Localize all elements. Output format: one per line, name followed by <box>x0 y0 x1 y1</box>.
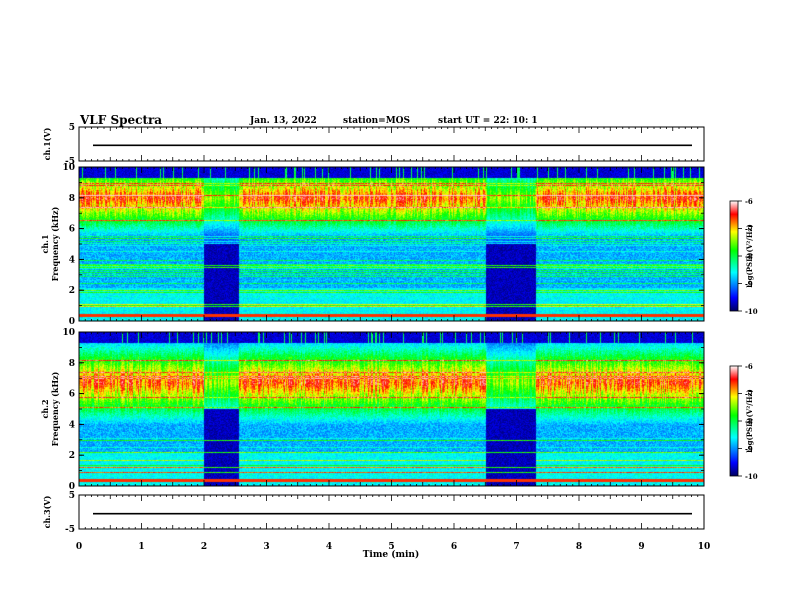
ch1-colorbar-label: log(PSD)(V²/Hz) <box>745 224 754 288</box>
colorbar-tick-label: -8 <box>745 417 753 426</box>
y-tick-label: 8 <box>69 359 75 369</box>
ch1-spectrogram-ylabel-channel: ch.1 <box>40 234 50 253</box>
colorbar-tick-label: -8 <box>745 252 753 261</box>
y-tick-label: 4 <box>69 420 75 430</box>
colorbar-tick-label: -7 <box>745 390 753 399</box>
y-tick-label: 8 <box>69 194 75 204</box>
start-time-label: start UT = 22: 10: 1 <box>438 116 538 126</box>
ch1-colorbar <box>729 200 739 312</box>
figure-title: VLF Spectra <box>79 113 162 127</box>
ch2-colorbar-label: log(PSD)(V²/Hz) <box>745 389 754 453</box>
colorbar-tick-label: -10 <box>745 472 758 481</box>
y-tick-label: -5 <box>65 157 75 167</box>
y-tick-label: 10 <box>62 328 75 338</box>
x-tick-label: 5 <box>388 542 394 552</box>
ch2-spectrogram-ylabel-frequency: Frequency (kHz) <box>50 371 60 446</box>
x-tick-label: 1 <box>138 542 144 552</box>
y-tick-label: 10 <box>62 163 75 173</box>
x-tick-label: 4 <box>326 542 332 552</box>
ch1-spectrogram-ylabel-frequency: Frequency (kHz) <box>50 206 60 281</box>
date-label: Jan. 13, 2022 <box>249 116 317 126</box>
ch1-voltage-ylabel: ch.1(V) <box>42 127 52 160</box>
y-tick-label: -5 <box>65 525 75 535</box>
colorbar-tick-label: -6 <box>745 197 753 206</box>
y-tick-label: 5 <box>69 123 75 133</box>
colorbar-tick-label: -9 <box>745 445 753 454</box>
ch1-spectrogram-image <box>79 167 704 321</box>
ch2-spectrogram-image <box>79 332 704 486</box>
colorbar-tick-label: -10 <box>745 307 758 316</box>
ch2-spectrogram-panel <box>78 331 705 487</box>
y-tick-label: 0 <box>69 317 75 327</box>
colorbar-tick-label: -7 <box>745 225 753 234</box>
y-tick-label: 2 <box>69 286 75 296</box>
y-tick-label: 6 <box>69 225 75 235</box>
station-label: station=MOS <box>343 116 410 126</box>
colorbar-tick-label: -6 <box>745 362 753 371</box>
ch2-colorbar <box>729 365 739 477</box>
ch1-spectrogram-panel <box>78 166 705 322</box>
ch3-voltage-ylabel: ch.3(V) <box>42 495 52 528</box>
colorbar-tick-label: -9 <box>745 280 753 289</box>
x-tick-label: 6 <box>451 542 457 552</box>
y-tick-label: 0 <box>69 482 75 492</box>
x-tick-label: 9 <box>638 542 644 552</box>
x-tick-label: 10 <box>698 542 711 552</box>
y-tick-label: 4 <box>69 255 75 265</box>
x-tick-label: 3 <box>263 542 269 552</box>
y-tick-label: 6 <box>69 390 75 400</box>
y-tick-label: 5 <box>69 491 75 501</box>
x-tick-label: 2 <box>201 542 207 552</box>
y-tick-label: 2 <box>69 451 75 461</box>
ch2-spectrogram-ylabel-channel: ch.2 <box>40 399 50 418</box>
x-tick-label: 8 <box>576 542 582 552</box>
x-tick-label: 7 <box>513 542 519 552</box>
x-axis-label: Time (min) <box>363 549 420 560</box>
x-tick-label: 0 <box>76 542 82 552</box>
